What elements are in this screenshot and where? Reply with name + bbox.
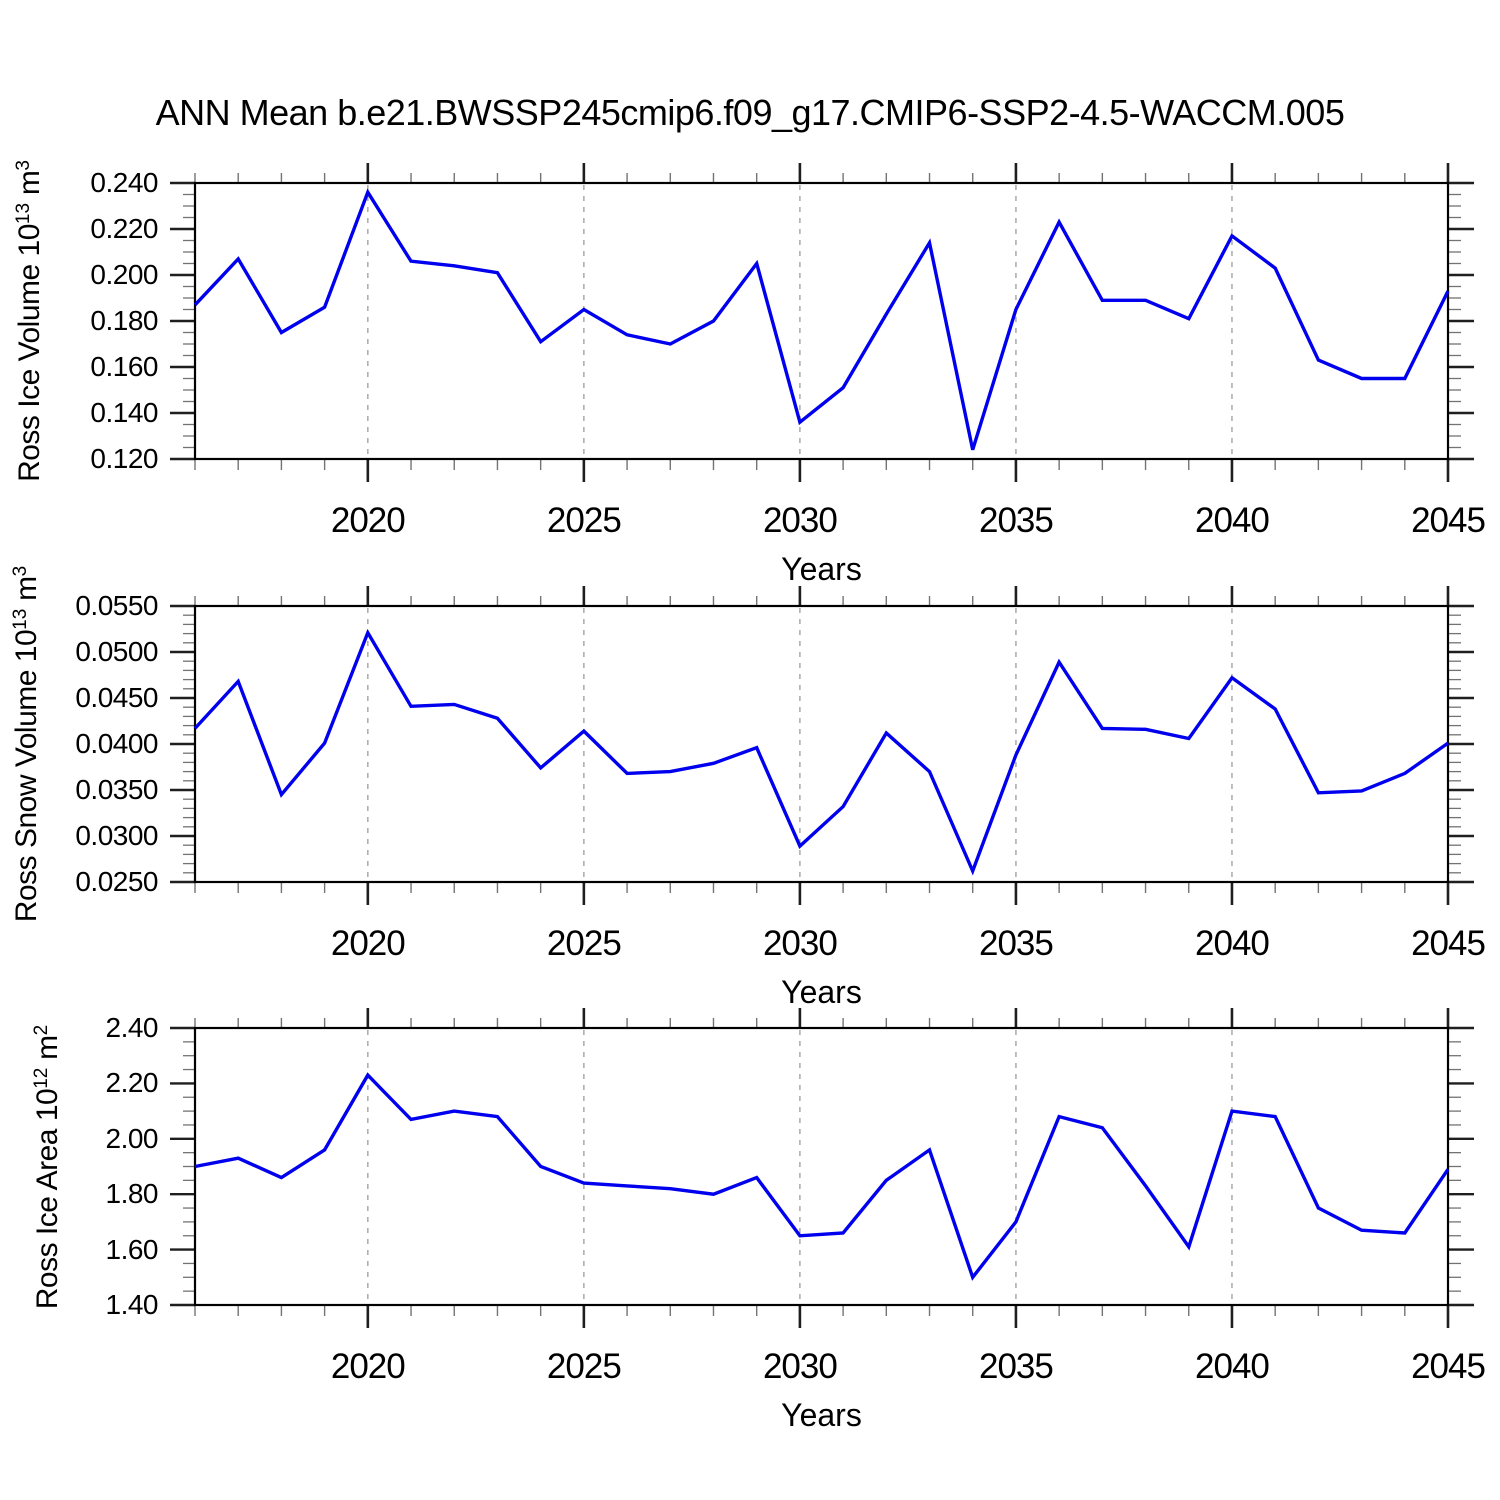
x-tick-label: 2035 <box>978 924 1054 963</box>
chart-title: ANN Mean b.e21.BWSSP245cmip6.f09_g17.CMI… <box>155 92 1345 133</box>
x-axis-title-panel-3: Years <box>781 1397 862 1433</box>
y-tick-label: 0.0550 <box>75 590 158 621</box>
panel-1 <box>170 163 1474 482</box>
x-tick-label: 2035 <box>978 501 1054 540</box>
plot-box <box>193 1026 1450 1307</box>
y-tick-label: 0.0500 <box>75 636 158 667</box>
y-tick-label: 0.0300 <box>75 820 158 851</box>
y-tick-label: 2.20 <box>105 1067 159 1099</box>
x-tick-label: 2030 <box>762 501 838 540</box>
x-tick-label: 2020 <box>330 924 406 963</box>
y-tick-label: 0.180 <box>90 305 158 336</box>
x-tick-label: 2045 <box>1411 501 1486 540</box>
y-tick-label: 0.140 <box>90 397 158 428</box>
y-tick-label: 2.40 <box>105 1012 159 1043</box>
x-tick-label: 2020 <box>330 1347 406 1386</box>
x-tick-label: 2040 <box>1195 924 1270 963</box>
x-tick-label: 2035 <box>978 1347 1054 1386</box>
y-tick-label: 0.0250 <box>75 866 158 897</box>
x-axis-title-panel-1: Years <box>781 551 862 587</box>
y-tick-label: 0.120 <box>90 443 158 474</box>
y-tick-label: 0.220 <box>90 213 158 244</box>
data-line-panel-3 <box>194 1072 1450 1281</box>
x-tick-label: 2025 <box>546 501 622 540</box>
x-tick-label: 2040 <box>1195 1347 1270 1386</box>
panel-3 <box>170 1008 1474 1328</box>
x-tick-label: 2040 <box>1195 501 1270 540</box>
y-tick-label: 0.0450 <box>75 682 158 713</box>
y-tick-label: 0.240 <box>90 167 158 198</box>
x-tick-label: 2045 <box>1411 924 1486 963</box>
x-tick-label: 2045 <box>1411 1347 1486 1386</box>
y-tick-label: 1.60 <box>105 1233 159 1265</box>
y-tick-label: 0.0350 <box>75 774 158 805</box>
x-tick-label: 2020 <box>330 501 406 540</box>
y-tick-label: 0.0400 <box>75 728 158 759</box>
x-axis-title-panel-2: Years <box>781 974 862 1010</box>
data-line-panel-2 <box>193 628 1449 876</box>
y-tick-label: 0.200 <box>90 259 158 290</box>
data-line-panel-1 <box>193 188 1450 451</box>
panel-2 <box>170 586 1474 905</box>
x-tick-label: 2025 <box>546 1347 622 1386</box>
y-axis-label-exponent: 3 <box>10 565 31 577</box>
y-tick-label: 0.160 <box>90 351 158 382</box>
x-tick-label: 2030 <box>762 1347 838 1386</box>
plot-box <box>193 604 1450 884</box>
y-tick-label: 1.40 <box>105 1289 159 1320</box>
plot-box <box>193 181 1450 461</box>
x-tick-label: 2025 <box>546 924 622 963</box>
y-tick-label: 2.00 <box>105 1122 159 1154</box>
x-tick-label: 2030 <box>762 924 838 963</box>
y-tick-label: 1.80 <box>105 1178 159 1210</box>
